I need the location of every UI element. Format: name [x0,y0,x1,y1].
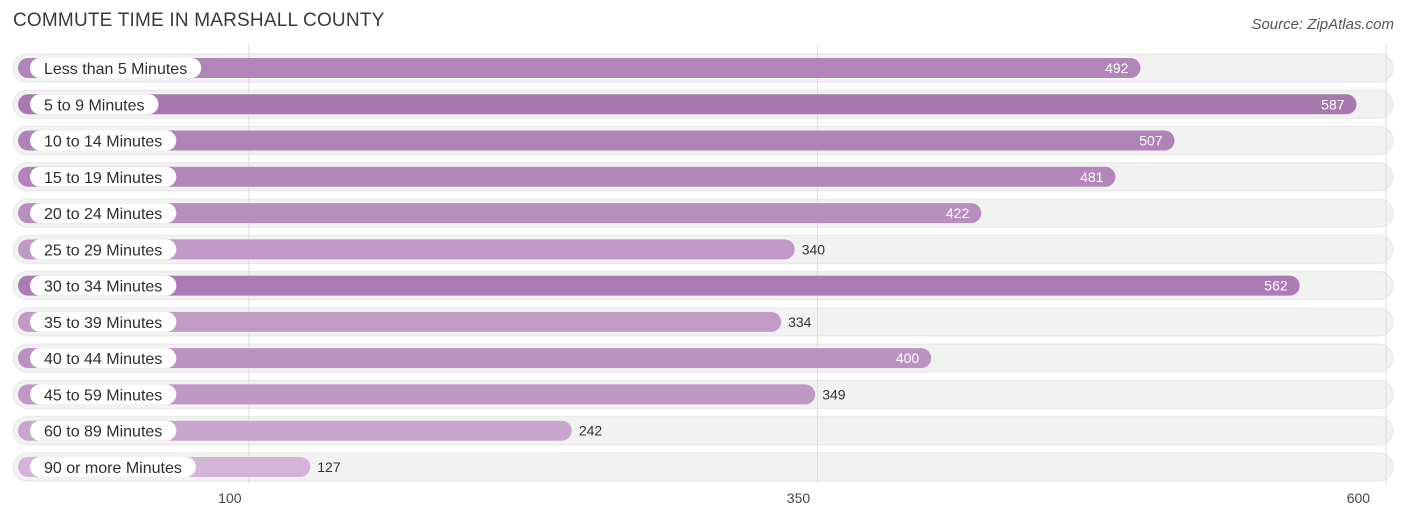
gridlines [248,44,1387,484]
bars: Less than 5 Minutes 492 5 to 9 Minutes 587 1… [18,58,1357,477]
category-label: 35 to 39 Minutes [44,315,162,332]
value-label: 340 [802,241,826,257]
bar [18,130,1175,151]
bar [18,311,782,332]
category-label: 5 to 9 Minutes [44,97,145,114]
value-label: 507 [1139,133,1163,149]
value-label: 492 [1105,60,1129,76]
category-label-pill [30,130,177,151]
row-track [12,452,1394,482]
value-label: 562 [1264,278,1288,294]
value-label: 481 [1080,169,1104,185]
bar [18,275,1300,296]
category-label-pill [30,348,177,369]
category-label-pill [30,239,177,260]
category-label: 45 to 59 Minutes [44,387,162,404]
bar [18,58,1141,78]
value-label: 587 [1321,96,1345,112]
category-label-pill [30,275,177,296]
value-label: 400 [896,350,920,366]
chart-source: Source: ZipAtlas.com [1251,16,1394,33]
value-label: 127 [317,459,341,475]
chart-title: COMMUTE TIME IN MARSHALL COUNTY [13,10,385,31]
value-label: 334 [788,314,812,330]
category-label-pill [30,94,159,115]
x-tick-label: 100 [218,490,242,506]
x-tick-label: 600 [1347,490,1371,506]
category-label: 60 to 89 Minutes [44,424,162,441]
bar [18,166,1116,187]
x-tick-label: 350 [787,490,811,506]
category-label: 10 to 14 Minutes [44,134,162,151]
category-label-pill [30,384,177,405]
category-label-pill [30,58,202,78]
category-label-pill [30,420,177,441]
row-tracks [12,53,1394,482]
bar [18,94,1357,115]
category-label-pill [30,456,196,477]
bar [18,348,932,369]
value-label: 242 [579,423,603,439]
category-label: Less than 5 Minutes [44,61,187,78]
category-label: 90 or more Minutes [44,460,182,477]
category-label: 25 to 29 Minutes [44,242,162,259]
value-label: 349 [822,386,846,402]
category-label: 30 to 34 Minutes [44,279,162,296]
category-label-pill [30,203,177,224]
category-label-pill [30,311,177,332]
category-label-pill [30,166,177,187]
bar [18,203,982,224]
category-label: 40 to 44 Minutes [44,351,162,368]
bar [18,239,795,260]
category-label: 20 to 24 Minutes [44,206,162,223]
bar [18,384,816,405]
value-label: 422 [946,205,970,221]
category-label: 15 to 19 Minutes [44,170,162,187]
x-axis: 100 350 600 [218,490,1370,506]
